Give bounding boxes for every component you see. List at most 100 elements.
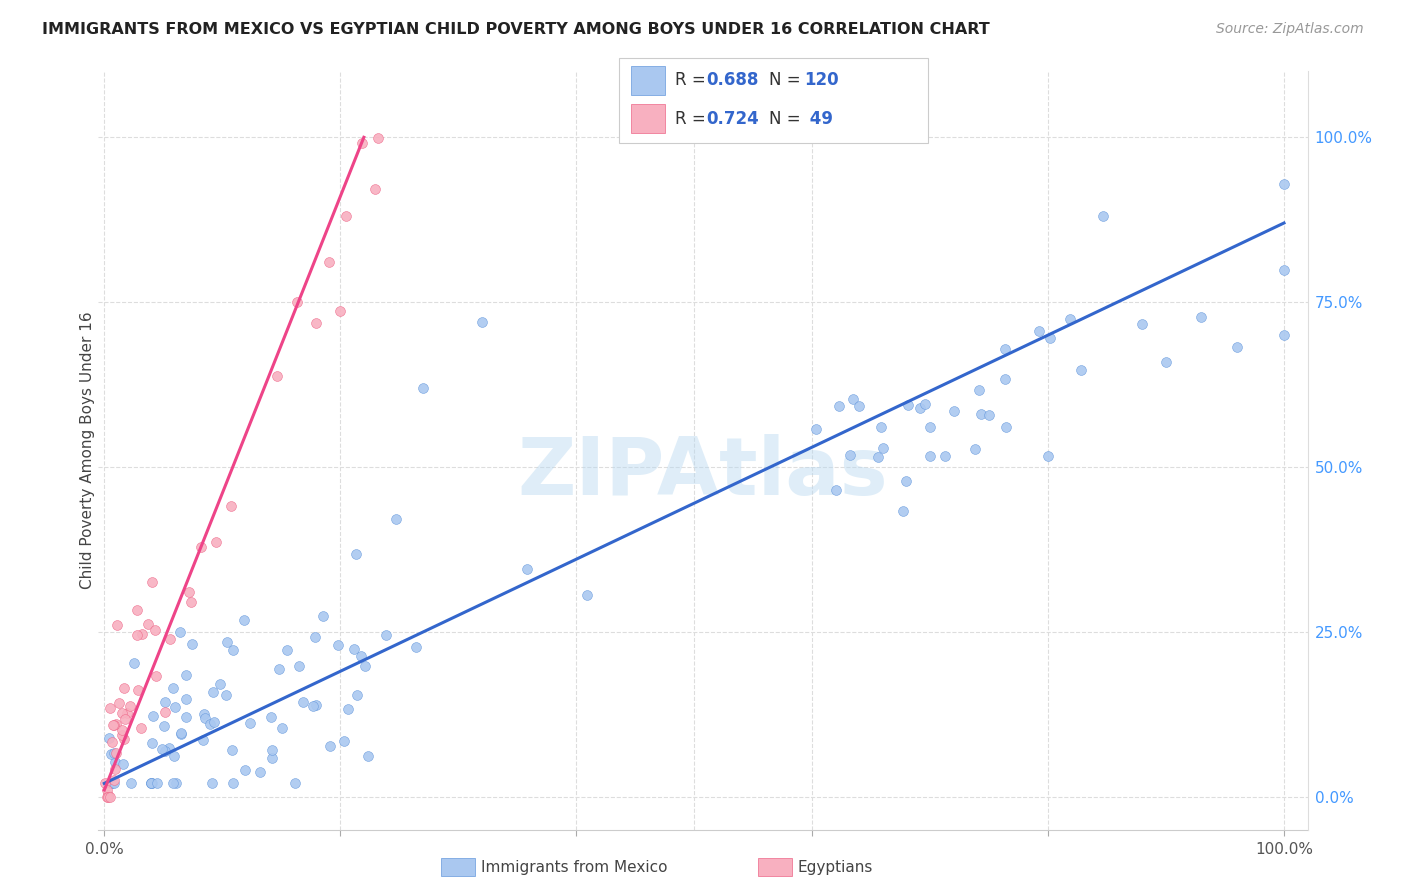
Point [202,714,225,729]
Point [262,743,284,757]
Text: N =: N = [769,110,800,128]
Point [1272,262,1295,277]
Text: Egyptians: Egyptians [797,860,873,874]
Point [208,677,231,691]
Point [1059,312,1081,326]
Point [96,783,118,797]
Point [312,608,335,623]
Point [120,776,142,790]
Y-axis label: Child Poverty Among Boys Under 16: Child Poverty Among Boys Under 16 [80,311,94,590]
Point [141,776,163,790]
Point [103,776,125,790]
Point [824,483,846,497]
Point [914,397,936,411]
Point [1039,331,1062,345]
Text: R =: R = [675,110,711,128]
Point [97,789,120,804]
Point [1092,209,1115,223]
Point [100,776,122,790]
Point [412,381,434,395]
Point [221,743,243,757]
Point [866,450,889,464]
Point [162,681,184,696]
Point [233,763,256,777]
Point [357,748,380,763]
Point [131,627,153,641]
Point [839,449,862,463]
Point [891,504,914,518]
Point [977,409,1000,423]
Point [284,776,307,790]
Point [970,407,993,421]
Point [162,776,184,790]
Point [100,776,122,790]
Point [215,635,238,649]
Point [125,628,148,642]
Point [153,705,176,719]
Point [97,788,120,802]
Point [1189,310,1212,324]
Point [180,637,202,651]
Point [806,421,828,435]
Point [1132,317,1154,331]
Point [346,688,368,702]
Point [110,728,132,742]
Point [194,711,217,725]
Point [215,688,238,702]
Point [385,512,408,526]
Point [103,717,125,731]
Point [157,741,180,756]
Point [897,398,920,412]
Point [174,692,197,706]
Point [108,696,131,710]
Point [575,588,598,602]
Point [205,535,228,549]
Point [104,746,127,760]
Point [896,475,918,489]
Point [920,419,942,434]
Point [1226,340,1249,354]
Point [142,709,165,723]
Point [162,748,184,763]
Point [374,628,396,642]
Point [934,449,956,463]
Point [201,776,224,790]
Point [141,574,163,589]
Point [112,732,135,747]
Point [292,694,315,708]
Point [180,595,202,609]
Point [260,751,283,765]
Point [1028,324,1050,338]
Point [100,776,122,790]
Point [276,643,298,657]
Point [103,718,125,732]
Point [150,741,173,756]
Text: ZIPAtlas: ZIPAtlas [517,434,889,512]
Point [101,735,124,749]
Point [98,731,121,745]
Point [222,642,245,657]
Point [127,603,149,617]
Point [1036,449,1059,463]
Point [305,698,328,712]
Point [848,400,870,414]
Point [103,747,125,761]
Point [193,732,215,747]
Text: Immigrants from Mexico: Immigrants from Mexico [481,860,668,874]
Point [872,442,894,456]
Point [193,706,215,721]
Point [994,342,1017,356]
Point [967,383,990,397]
Text: 49: 49 [804,110,834,128]
Point [352,136,374,150]
Point [343,642,366,657]
Text: Source: ZipAtlas.com: Source: ZipAtlas.com [1216,22,1364,37]
Point [138,617,160,632]
Point [98,701,121,715]
Point [131,721,153,735]
Point [337,702,360,716]
Point [104,762,127,776]
Point [221,776,243,790]
Point [1272,328,1295,343]
Point [994,372,1017,386]
